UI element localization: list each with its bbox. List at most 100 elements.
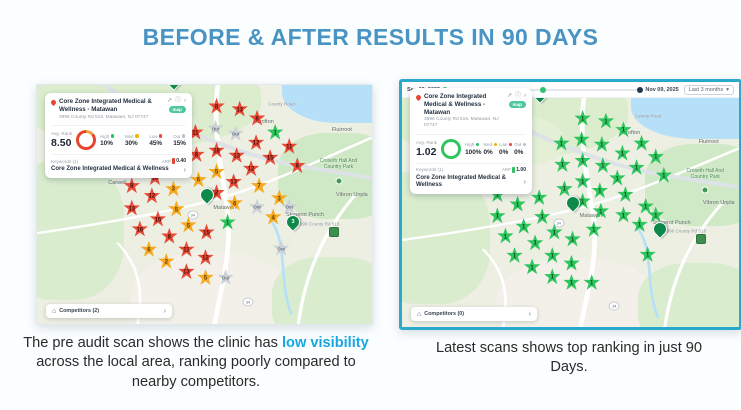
stat-label: High: [100, 133, 110, 139]
business-name: Core Zone Integrated Medical & Wellness …: [424, 93, 487, 116]
stat-value: 45%: [149, 140, 163, 147]
stat-label: Med: [483, 142, 493, 147]
stat-dot-icon: [135, 134, 139, 138]
map-badge[interactable]: map: [508, 101, 526, 108]
rank-stat-low: Low 0%: [499, 142, 513, 156]
info-icon[interactable]: ⓘ: [174, 98, 181, 104]
stat-label: Med: [124, 133, 134, 139]
map-label: County Road: [268, 101, 295, 107]
building-icon: ⌂: [417, 310, 422, 318]
rank-stat-low: Low 45%: [149, 133, 163, 147]
date-range-dropdown[interactable]: Last 3 months ▾: [683, 84, 734, 95]
before-caption: The pre audit scan shows the clinic has …: [18, 334, 374, 392]
chevron-right-icon: ›: [523, 178, 526, 186]
competitors-label: Competitors (2): [59, 308, 100, 314]
building-icon: ⌂: [52, 307, 57, 315]
chevron-right-icon: ›: [528, 310, 531, 318]
map-label: Stonerot Punch: [286, 212, 324, 219]
avg-rank-value: 1.02: [416, 145, 437, 158]
before-business-card: Core Zone Integrated Medical & Wellness …: [45, 93, 192, 178]
metric-bar: [172, 158, 175, 165]
stat-label: Out: [514, 142, 522, 147]
rank-stat-high: High 100%: [465, 142, 481, 156]
stat-value: 0%: [483, 148, 493, 156]
business-address: 3996 County Rd 516, Matawan, NJ 07747: [59, 114, 149, 120]
stat-label: Low: [149, 133, 158, 139]
stat-value: 15%: [173, 140, 186, 147]
stat-dot-icon: [522, 142, 527, 147]
timeline-dot-end[interactable]: [637, 86, 644, 93]
share-icon[interactable]: ↗: [506, 93, 512, 99]
road-shield-icon: 34: [242, 297, 254, 307]
stat-value: 10%: [100, 140, 113, 147]
keyword-name: Core Zone Integrated Medical & Wellness: [51, 166, 169, 173]
competitors-label: Competitors (0): [424, 311, 465, 317]
metric-bar: [512, 166, 515, 173]
map-label: Vibron Unpla: [702, 200, 735, 207]
chevron-right-icon: ›: [183, 166, 186, 174]
before-map-wrap: MatawanCliffwoodCroftonFluirrootCroseth …: [37, 85, 372, 324]
avg-rank-donut: [76, 130, 97, 151]
road-shield-icon: [329, 226, 340, 237]
stat-dot-icon: [181, 134, 186, 138]
info-icon[interactable]: ⓘ: [514, 93, 521, 99]
keyword-row[interactable]: Core Zone Integrated Medical & Wellness …: [416, 175, 526, 190]
avg-rank-value: 8.50: [51, 137, 72, 150]
avg-rank-label: Avg. Rank: [51, 131, 73, 137]
map-label: Fluirroot: [331, 127, 352, 134]
before-competitors-bar[interactable]: ⌂ Competitors (2) ›: [46, 304, 172, 318]
chevron-right-icon[interactable]: ›: [524, 93, 526, 99]
stat-value: 30%: [124, 140, 138, 147]
rank-stat-med: Med 0%: [483, 142, 498, 156]
map-label: 3996 County Rd 516: [297, 221, 340, 227]
after-caption: Latest scans shows top ranking in just 9…: [435, 340, 703, 376]
map-badge[interactable]: map: [168, 106, 186, 113]
timeline-dot-mid[interactable]: [539, 86, 546, 93]
business-address: 3996 County Rd 516, Matawan, NJ 07747: [424, 117, 499, 128]
stat-value: 0%: [514, 148, 524, 156]
keyword-row[interactable]: Core Zone Integrated Medical & Wellness …: [51, 166, 186, 174]
map-label: Fluirroot: [698, 138, 719, 145]
map-green-patch: [271, 257, 372, 324]
timeline-end-date: Nov 09, 2025: [645, 86, 679, 93]
park-pin-icon: [335, 177, 342, 185]
before-map[interactable]: MatawanCliffwoodCroftonFluirrootCroseth …: [37, 85, 372, 324]
rank-stat-med: Med 30%: [124, 133, 139, 147]
stat-dot-icon: [110, 134, 115, 138]
rank-stats: High 100% Med 0% Low 0% Out 0%: [465, 142, 527, 156]
stat-dot-icon: [493, 142, 498, 147]
stat-dot-icon: [508, 142, 513, 147]
stat-dot-icon: [158, 134, 163, 138]
keyword-name: Core Zone Integrated Medical & Wellness: [416, 174, 507, 189]
rank-stat-high: High 10%: [100, 133, 115, 147]
caption-text: The pre audit scan shows the clinic has: [23, 335, 282, 351]
rank-stat-out: Out 15%: [173, 134, 186, 148]
road-shield-icon: [696, 233, 707, 244]
park-pin-icon: [701, 186, 709, 194]
road-shield-icon: 34: [553, 218, 565, 228]
stat-label: Low: [499, 142, 508, 147]
stat-dot-icon: [475, 142, 480, 147]
map-label: Crofton: [622, 130, 641, 137]
map-label: Croseth Hall And Country Park: [686, 167, 725, 180]
rank-stats: High 10% Med 30% Low 45% Out 15%: [100, 134, 186, 148]
map-label: Stonerot Punch: [652, 219, 691, 226]
after-business-card: Core Zone Integrated Medical & Wellness …: [410, 88, 532, 194]
keywords-count-label: Keywords (1): [51, 158, 79, 164]
chevron-right-icon[interactable]: ›: [184, 98, 186, 104]
map-label: Croseth Hall And Country Park: [319, 157, 358, 170]
location-pin-icon: [49, 98, 58, 106]
map-green-patch: [637, 262, 739, 327]
keywords-count-label: Keywords (1): [416, 167, 444, 173]
road-shield-icon: 34: [608, 301, 620, 311]
before-map-panel: MatawanCliffwoodCroftonFluirrootCroseth …: [36, 84, 373, 325]
caption-text: across the local area, ranking poorly co…: [36, 354, 356, 390]
stat-value: 100%: [465, 148, 482, 156]
after-competitors-bar[interactable]: ⌂ Competitors (0) ›: [411, 307, 537, 321]
keyword-metric: ARP 1.00: [501, 166, 526, 173]
map-label: Vibron Unpla: [336, 191, 368, 198]
business-name: Core Zone Integrated Medical & Wellness …: [59, 98, 152, 113]
after-map-panel: Sep 09, 2025 Nov 09, 2025 Last 3 months …: [399, 79, 741, 330]
map-label: Matawan: [579, 212, 602, 219]
share-icon[interactable]: ↗: [166, 98, 172, 104]
